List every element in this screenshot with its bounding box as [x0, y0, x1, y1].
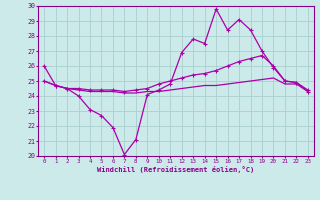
X-axis label: Windchill (Refroidissement éolien,°C): Windchill (Refroidissement éolien,°C) — [97, 166, 255, 173]
